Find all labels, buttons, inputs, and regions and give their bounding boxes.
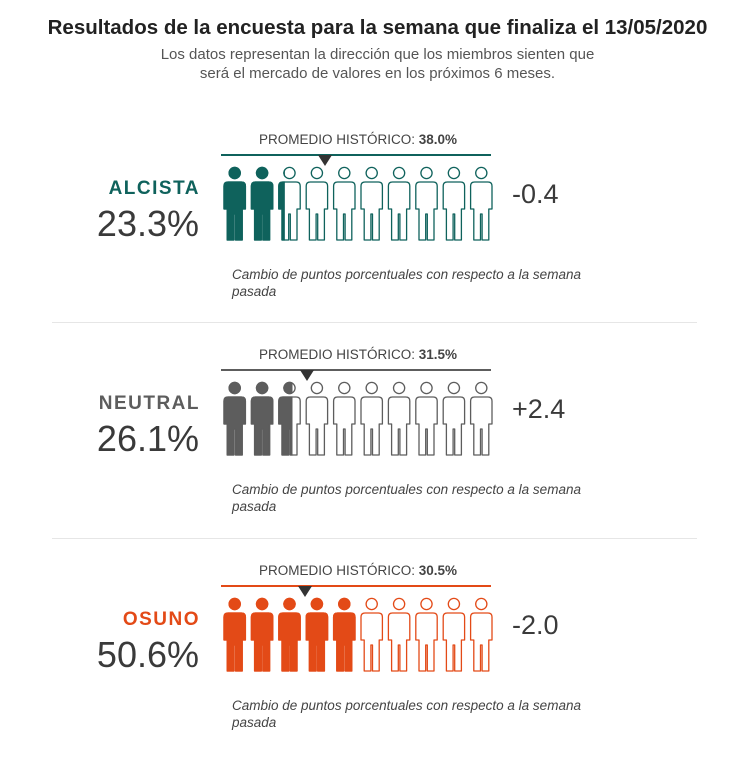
person-icon-filled xyxy=(223,166,247,241)
historical-average-label: PROMEDIO HISTÓRICO: 31.5% xyxy=(221,347,495,362)
category-name: ALCISTA xyxy=(108,178,200,199)
person-icon xyxy=(387,166,411,241)
person-icon xyxy=(360,597,384,672)
subtitle-line-2: será el mercado de valores en los próxim… xyxy=(199,65,556,82)
person-icon xyxy=(415,381,438,456)
chart-title: Resultados de la encuesta para la semana… xyxy=(47,16,708,39)
person-icon xyxy=(442,597,466,672)
person-icon xyxy=(387,597,411,672)
person-icon xyxy=(332,166,356,241)
change-note: Cambio de puntos porcentuales con respec… xyxy=(232,698,581,730)
person-fill-layer xyxy=(223,597,356,672)
person-icon xyxy=(442,166,466,241)
person-icon xyxy=(387,381,411,456)
change-note: Cambio de puntos porcentuales con respec… xyxy=(232,482,581,514)
historical-average-label: PROMEDIO HISTÓRICO: 38.0% xyxy=(221,132,495,147)
historical-average-label: PROMEDIO HISTÓRICO: 30.5% xyxy=(221,563,495,578)
person-icons xyxy=(223,381,493,456)
person-icon-filled xyxy=(278,168,285,241)
change-note: Cambio de puntos porcentuales con respec… xyxy=(232,267,581,299)
historical-average-value: 31.5% xyxy=(418,347,458,362)
historical-average-marker xyxy=(318,155,333,166)
historical-average-line xyxy=(221,369,491,371)
person-icon-filled xyxy=(250,381,274,456)
historical-average-line xyxy=(221,585,491,587)
section-neutral: PROMEDIO HISTÓRICO: 31.5% NEUTRAL 26.1% … xyxy=(0,347,755,557)
person-icon-filled xyxy=(223,597,247,672)
category-name: NEUTRAL xyxy=(98,393,200,414)
category-value: 50.6% xyxy=(96,634,199,675)
person-icon xyxy=(360,166,384,241)
historical-average-prefix: PROMEDIO HISTÓRICO: xyxy=(258,563,419,578)
person-icon-filled xyxy=(278,597,301,672)
category-name: OSUNO xyxy=(122,609,200,630)
historical-average-line xyxy=(221,154,491,156)
weekly-change: -0.4 xyxy=(512,179,559,209)
historical-average-marker xyxy=(297,586,312,597)
historical-average-prefix: PROMEDIO HISTÓRICO: xyxy=(258,347,419,362)
person-icon xyxy=(469,597,493,672)
historical-average-prefix: PROMEDIO HISTÓRICO: xyxy=(258,132,419,147)
historical-average-marker xyxy=(300,370,315,381)
person-icon xyxy=(305,166,329,241)
chart-subtitle: Los datos representan la dirección que l… xyxy=(0,45,755,83)
person-icon xyxy=(332,381,356,456)
person-icons xyxy=(223,166,493,241)
person-icon-filled xyxy=(250,597,274,672)
person-icon xyxy=(469,166,493,241)
section-alcista: PROMEDIO HISTÓRICO: 38.0% ALCISTA 23.3% … xyxy=(0,132,755,342)
person-icon xyxy=(469,381,493,456)
person-icon xyxy=(442,381,466,456)
person-icon-filled xyxy=(305,597,329,672)
category-value: 23.3% xyxy=(96,203,199,244)
person-fill-layer xyxy=(223,381,293,456)
person-icon-filled xyxy=(278,381,293,456)
person-fill-layer xyxy=(223,166,285,241)
person-icon xyxy=(305,381,329,456)
historical-average-value: 38.0% xyxy=(418,132,458,147)
person-icon-filled xyxy=(250,166,274,241)
person-icon xyxy=(415,166,438,241)
person-icon xyxy=(415,597,438,672)
weekly-change: +2.4 xyxy=(512,394,566,424)
historical-average-value: 30.5% xyxy=(418,563,458,578)
weekly-change: -2.0 xyxy=(512,610,559,640)
subtitle-line-1: Los datos representan la dirección que l… xyxy=(160,46,595,63)
person-icons xyxy=(223,597,493,672)
section-divider xyxy=(52,322,697,323)
person-icon-filled xyxy=(332,597,356,672)
person-icon xyxy=(360,381,384,456)
section-divider xyxy=(52,538,697,539)
category-value: 26.1% xyxy=(96,418,199,459)
section-osuno: PROMEDIO HISTÓRICO: 30.5% OSUNO 50.6% -2… xyxy=(0,563,755,773)
person-icon-filled xyxy=(223,381,247,456)
